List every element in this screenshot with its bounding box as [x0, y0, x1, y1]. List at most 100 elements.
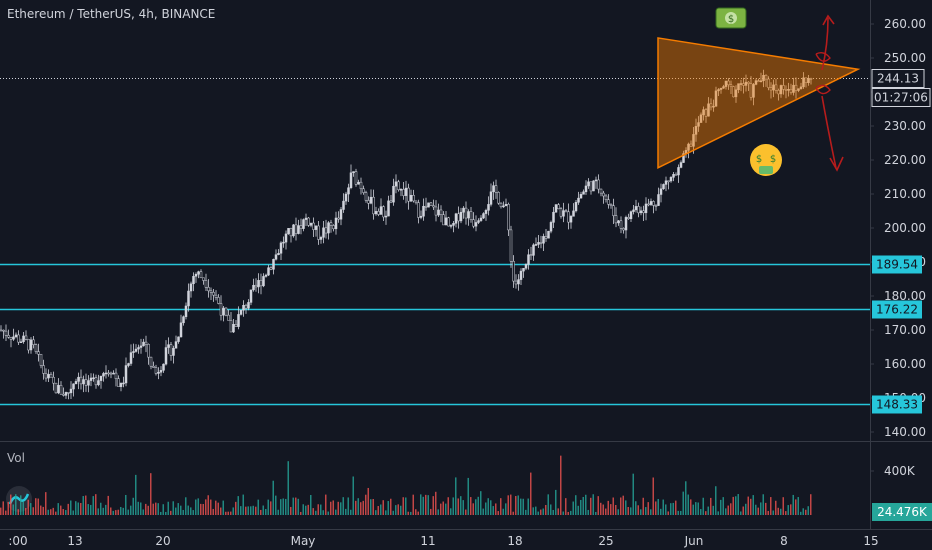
candle-body: [599, 188, 603, 194]
volume-bar: [147, 505, 149, 515]
volume-bar: [280, 499, 282, 515]
candle-body: [629, 211, 633, 220]
volume-bar: [135, 474, 137, 515]
volume-bar: [660, 508, 662, 515]
volume-bar: [180, 505, 182, 515]
volume-bar: [417, 511, 419, 515]
volume-bar: [540, 509, 542, 515]
time-tick-label: Jun: [684, 534, 704, 548]
volume-bar: [582, 496, 584, 515]
volume-bar: [150, 473, 152, 515]
candle-body: [759, 80, 763, 82]
candle-body: [252, 284, 255, 291]
volume-bar: [402, 497, 404, 515]
volume-bar: [295, 497, 297, 515]
volume-bar: [602, 504, 604, 515]
volume-bar: [495, 503, 497, 515]
candle-body: [259, 280, 263, 287]
candle-body: [22, 335, 25, 342]
candle-body: [619, 220, 623, 229]
candle-body: [232, 324, 235, 333]
candle-body: [277, 253, 280, 255]
candle-body: [294, 224, 298, 234]
candle-body: [234, 324, 238, 327]
volume-bar: [680, 510, 682, 515]
volume-bar: [620, 497, 622, 515]
volume-bar: [182, 509, 184, 515]
volume-bar: [365, 494, 367, 515]
candle-body: [257, 280, 260, 288]
volume-bar: [430, 508, 432, 515]
volume-bar: [132, 497, 134, 515]
candle-body: [229, 320, 233, 333]
candle-body: [282, 241, 285, 244]
volume-bar: [757, 507, 759, 515]
countdown-label: 01:27:06: [874, 91, 928, 105]
volume-bar: [152, 503, 154, 515]
candle-body: [602, 192, 605, 197]
candle-body: [609, 204, 613, 206]
candle-body: [172, 348, 175, 356]
candle-body: [797, 88, 800, 91]
volume-bar: [310, 494, 312, 515]
candle-body: [132, 351, 135, 353]
candle-body: [649, 201, 653, 205]
volume-bar: [470, 497, 472, 515]
candle-body: [769, 87, 773, 91]
candle-body: [327, 222, 330, 234]
volume-bar: [260, 509, 262, 515]
price-tick-label: 180.00: [884, 289, 926, 303]
candle-body: [27, 339, 30, 351]
candle-body: [247, 302, 250, 309]
breakout-up-arrow: [821, 17, 829, 71]
candle-body: [159, 370, 163, 373]
volume-bar: [350, 509, 352, 515]
breakout-down-arrowhead: [829, 156, 844, 172]
volume-bar: [325, 494, 327, 515]
candle-body: [89, 377, 93, 381]
candle-body: [537, 242, 540, 245]
candle-body: [179, 322, 183, 338]
volume-bar: [562, 511, 564, 515]
candle-body: [482, 213, 485, 219]
volume-bar: [372, 498, 374, 515]
candle-body: [594, 179, 598, 182]
candle-body: [67, 392, 70, 394]
candle-body: [417, 202, 420, 218]
volume-bar: [12, 504, 14, 515]
volume-bar: [340, 502, 342, 515]
candle-body: [309, 222, 313, 226]
candle-body: [109, 372, 113, 375]
candle-body: [182, 316, 185, 324]
chart-title: Ethereum / TetherUS, 4h, BINANCE: [7, 7, 216, 21]
candle-body: [209, 290, 213, 293]
candle-body: [774, 84, 778, 91]
candle-body: [102, 373, 105, 377]
volume-bar: [327, 511, 329, 515]
candle-body: [799, 86, 803, 89]
volume-bar: [390, 498, 392, 515]
candle-body: [472, 219, 475, 227]
candle-body: [369, 196, 373, 204]
candle-body: [387, 200, 390, 217]
candle-body: [254, 284, 258, 288]
volume-bar: [455, 477, 457, 515]
triangle-pattern[interactable]: [657, 37, 861, 170]
candle-body: [809, 78, 813, 80]
volume-bar: [722, 497, 724, 515]
candle-body: [754, 80, 758, 85]
candle-body: [79, 376, 83, 385]
volume-bar: [457, 498, 459, 515]
volume-bar: [422, 496, 424, 515]
candle-body: [19, 341, 23, 343]
volume-bar: [292, 497, 294, 515]
volume-bar: [230, 511, 232, 515]
candle-body: [749, 83, 753, 98]
volume-bar: [342, 497, 344, 515]
candle-body: [349, 172, 353, 188]
candle-body: [689, 143, 693, 147]
volume-bar: [367, 487, 369, 515]
volume-current-badge: [872, 503, 932, 521]
price-tick-label: 220.00: [884, 153, 926, 167]
